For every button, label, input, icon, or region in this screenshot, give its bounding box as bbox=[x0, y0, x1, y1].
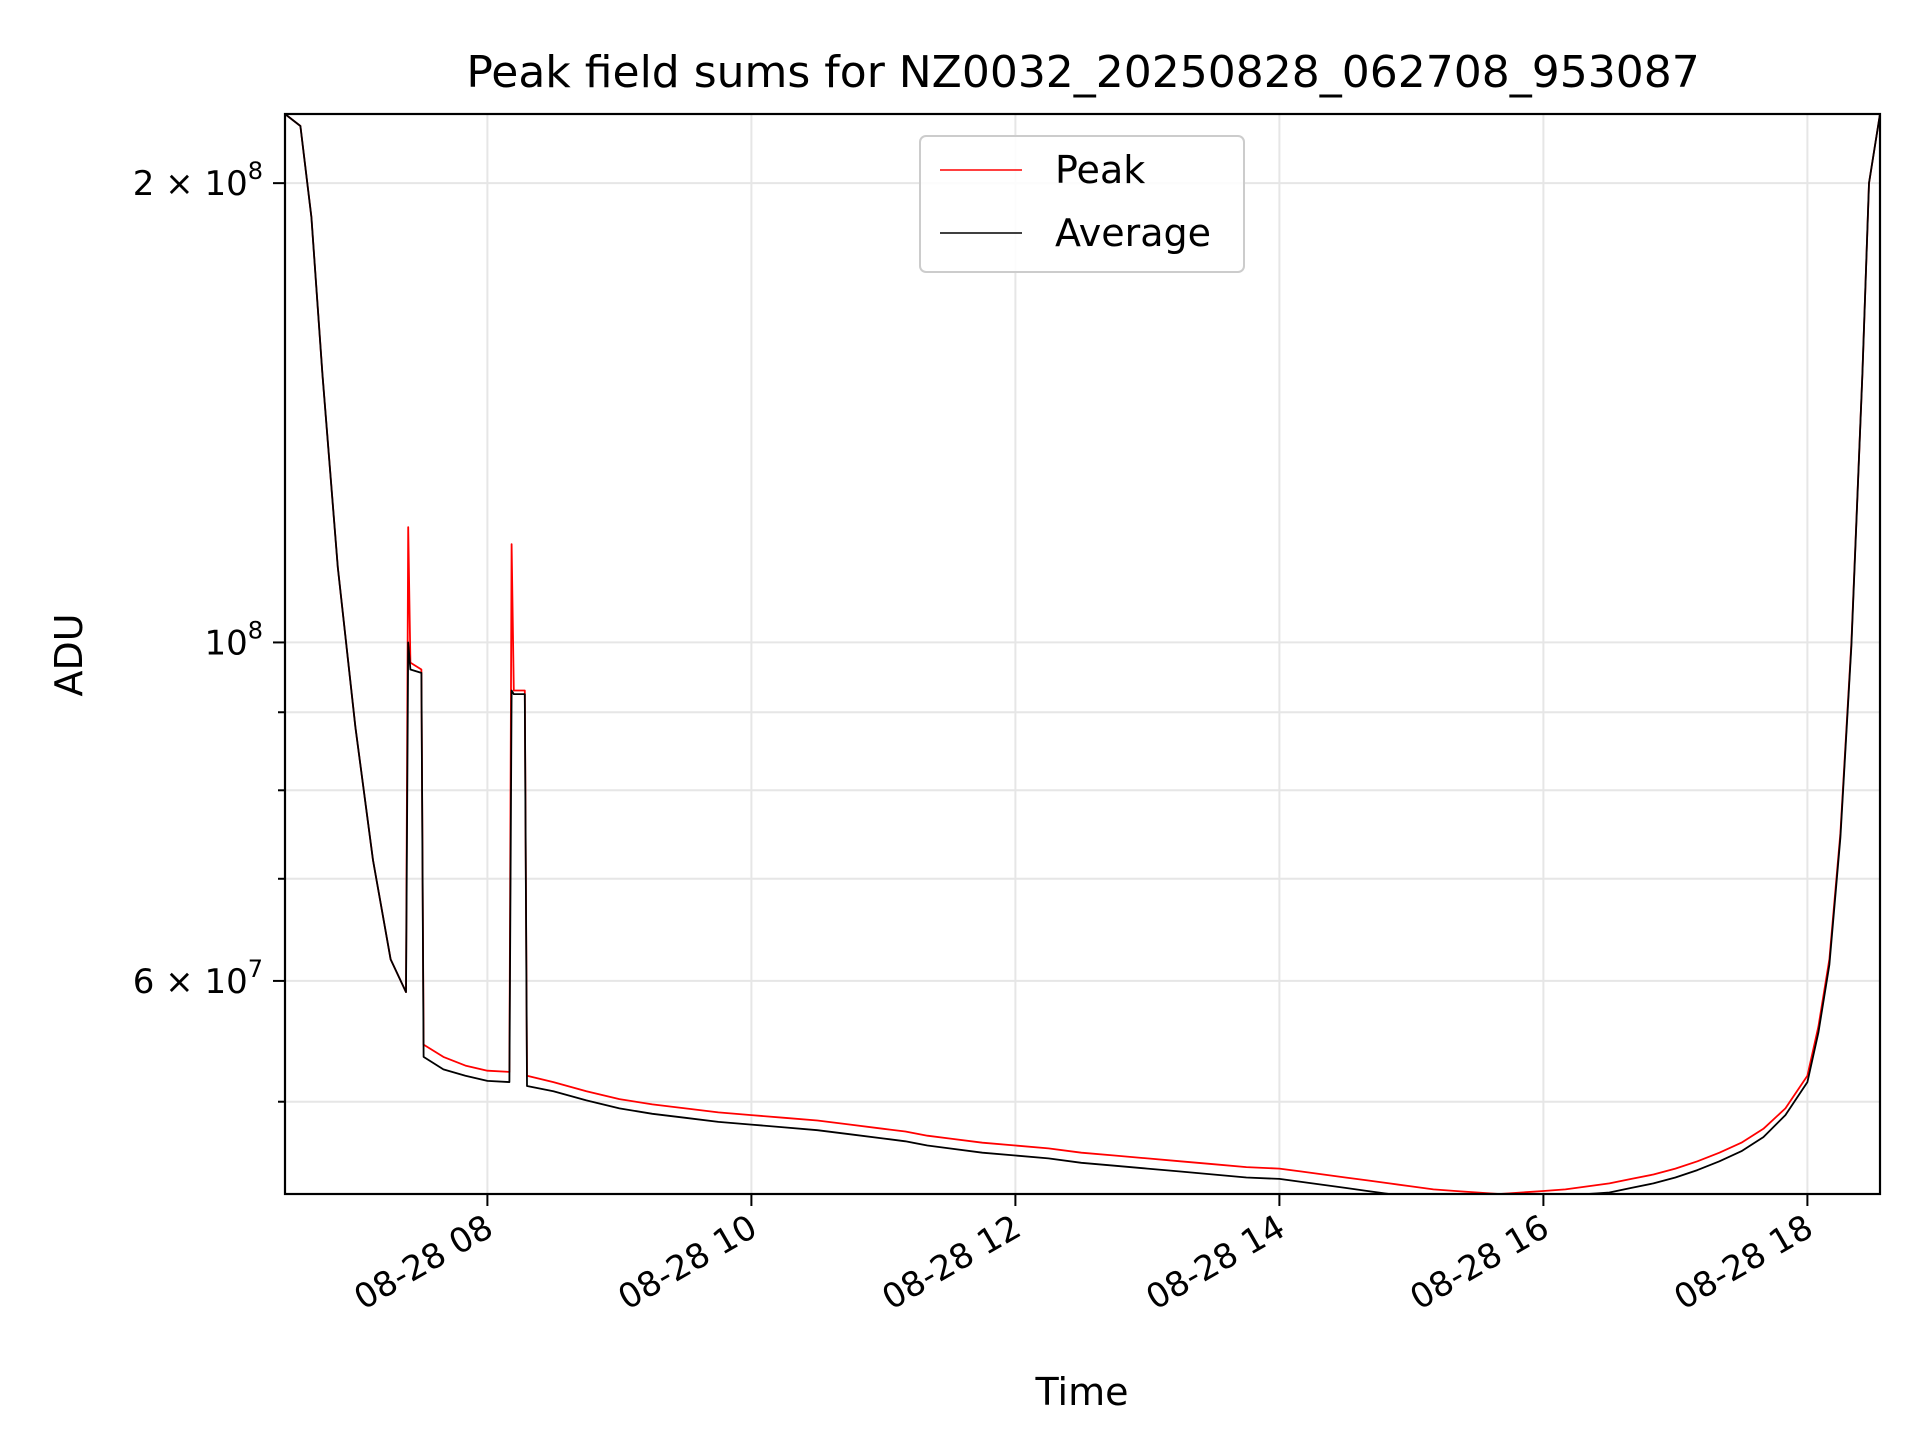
chart-title: Peak field sums for NZ0032_20250828_0627… bbox=[466, 47, 1699, 98]
y-axis: 2 × 108 108 6 × 107 bbox=[133, 157, 285, 1103]
y-tick-label: 2 × 108 bbox=[133, 157, 263, 204]
legend: Peak Average bbox=[919, 135, 1245, 273]
y-tick-label: 6 × 107 bbox=[133, 955, 263, 1002]
plot-frame bbox=[283, 112, 1882, 1196]
grid bbox=[285, 114, 1880, 1194]
x-axis-label: Time bbox=[1035, 1370, 1129, 1414]
series-line-peak bbox=[284, 113, 1881, 1195]
y-axis-label: ADU bbox=[47, 613, 91, 696]
series-group bbox=[284, 113, 1881, 1195]
legend-label-peak: Peak bbox=[1055, 148, 1145, 192]
series-line-average bbox=[284, 113, 1881, 1195]
legend-label-average: Average bbox=[1055, 211, 1211, 255]
y-tick-label: 108 bbox=[204, 616, 263, 663]
